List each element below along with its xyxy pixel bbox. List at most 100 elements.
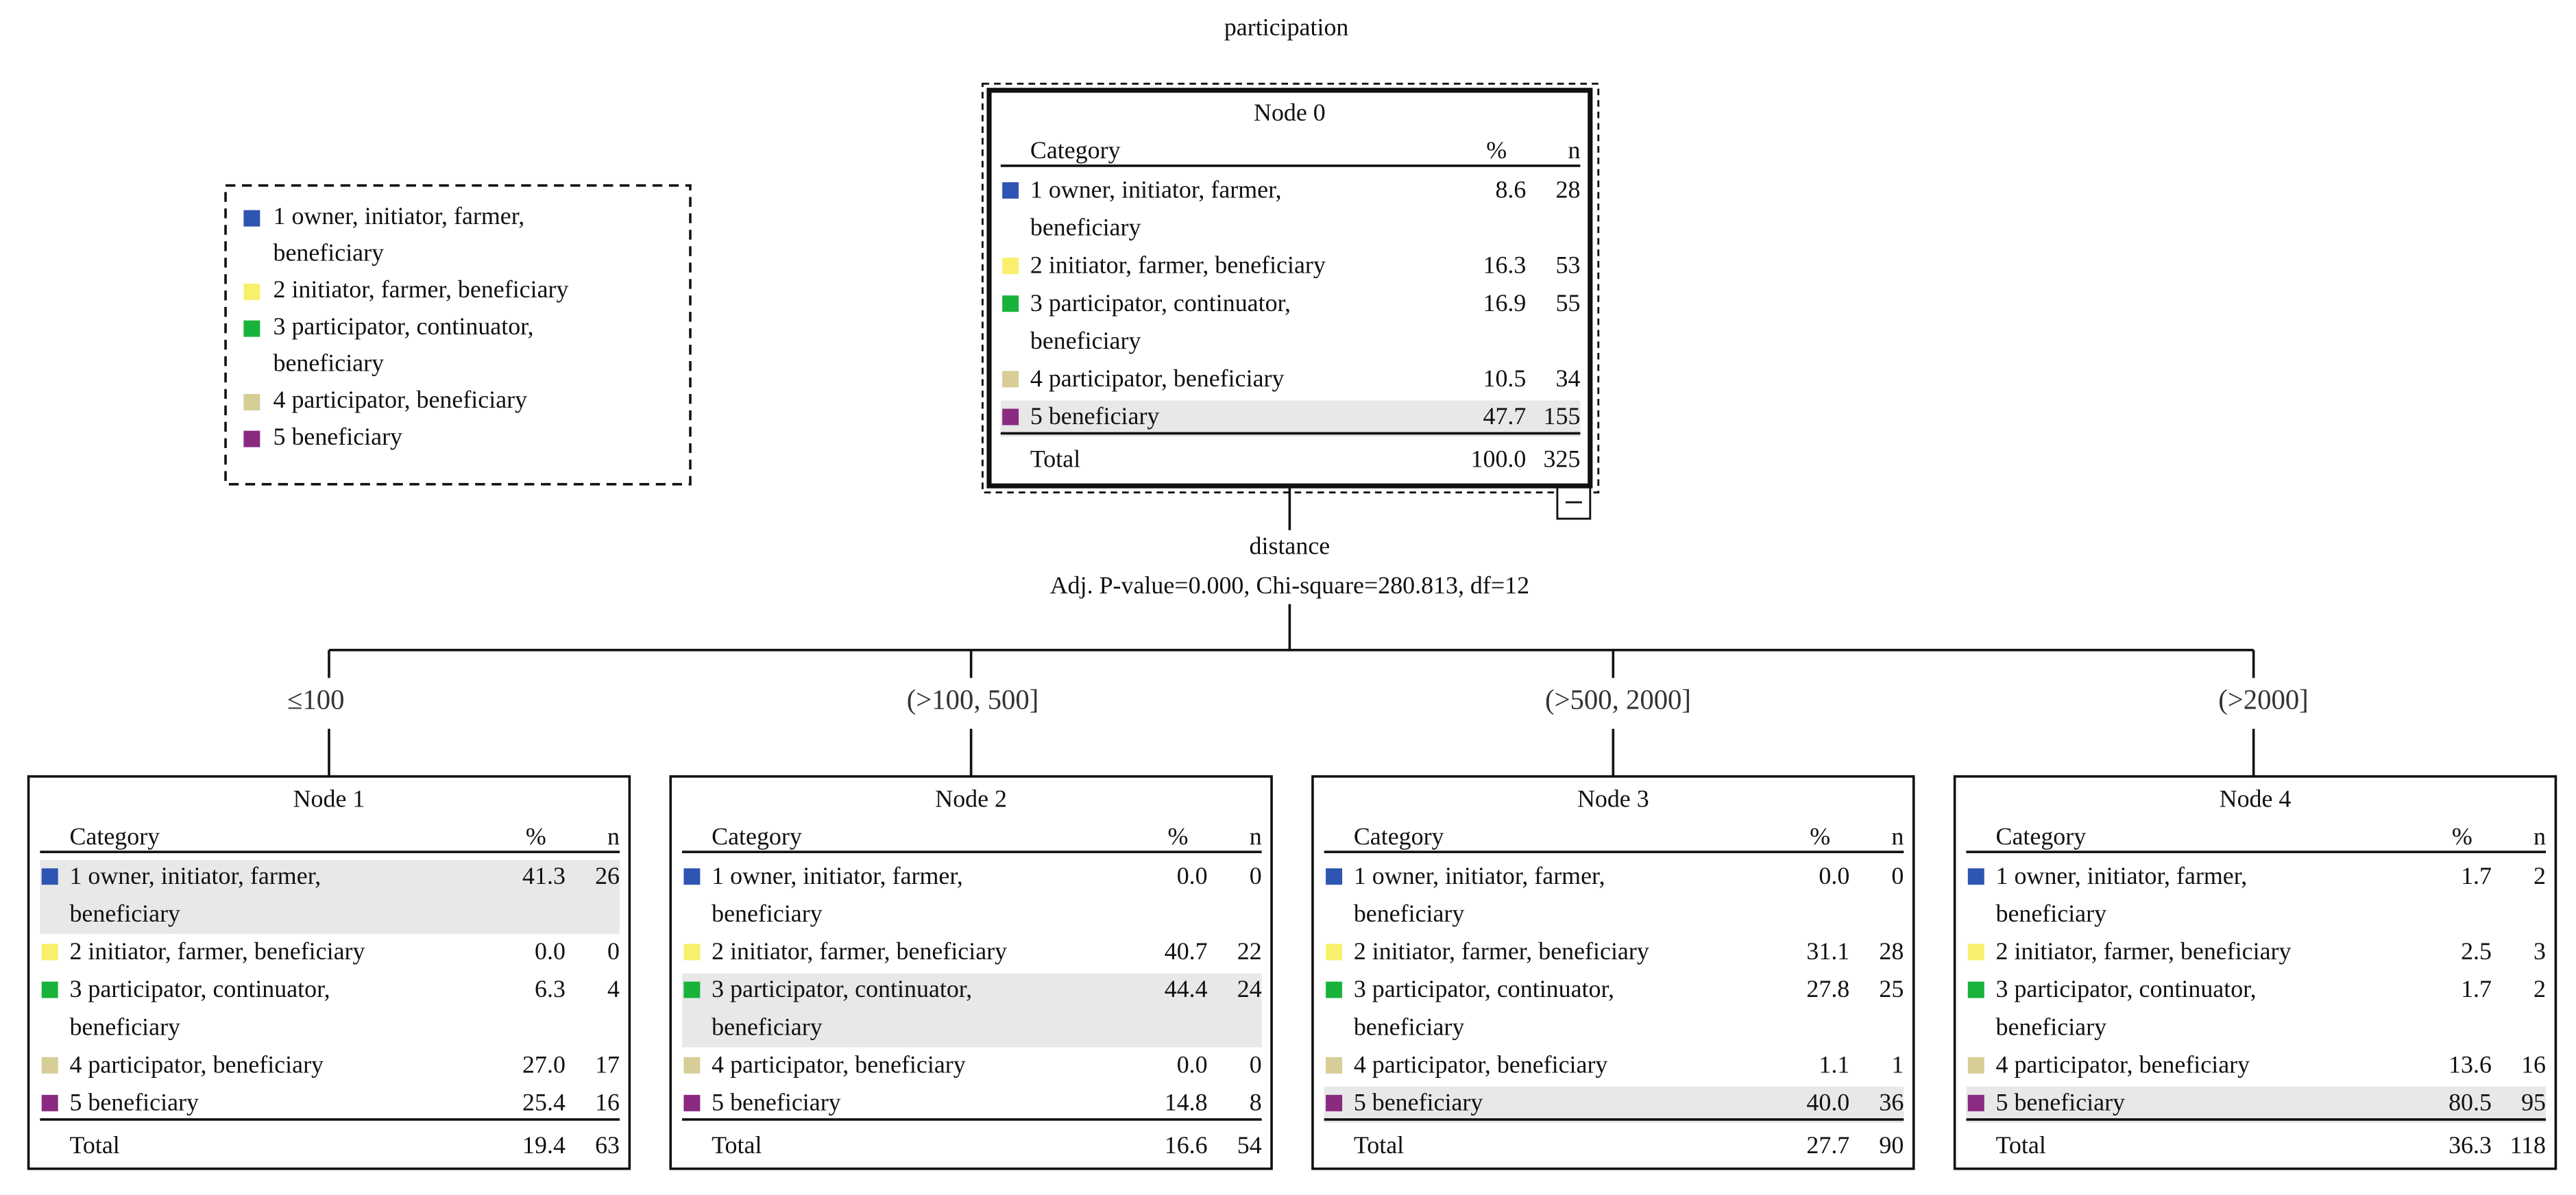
category-swatch	[683, 944, 701, 961]
node-title: Node 3	[1577, 785, 1649, 812]
row-highlight	[40, 860, 620, 935]
percent: 1.7	[2461, 975, 2492, 1002]
category-label: 1 owner, initiator, farmer,	[712, 862, 963, 889]
percent: 14.8	[1165, 1088, 1208, 1116]
column-header: n	[1250, 822, 1262, 850]
percent: 16.9	[1483, 289, 1526, 317]
count: 155	[1544, 402, 1581, 430]
column-header: Category	[69, 822, 160, 850]
category-label: 1 owner, initiator, farmer,	[69, 862, 321, 889]
percent: 40.7	[1165, 937, 1208, 965]
percent: 80.5	[2449, 1088, 2492, 1116]
node-box	[669, 775, 1273, 1170]
legend-label: 5 beneficiary	[274, 423, 403, 450]
column-header: n	[1891, 822, 1904, 850]
category-label: 3 participator, continuator,	[1996, 975, 2257, 1002]
category-label: 3 participator, continuator,	[1030, 289, 1291, 317]
percent: 0.0	[535, 937, 566, 965]
total-label: Total	[69, 1131, 119, 1159]
column-header: Category	[1030, 136, 1121, 164]
percent: 47.7	[1483, 402, 1526, 430]
category-swatch	[41, 1057, 58, 1074]
count: 55	[1555, 289, 1580, 317]
count: 0	[1250, 862, 1262, 889]
total-percent: 19.4	[522, 1131, 566, 1159]
legend-label: beneficiary	[274, 349, 385, 377]
category-label: 3 participator, continuator,	[712, 975, 972, 1002]
total-percent: 36.3	[2449, 1131, 2492, 1159]
category-label: 5 beneficiary	[1030, 402, 1160, 430]
diagram-title: participation	[1224, 13, 1349, 40]
category-label: 1 owner, initiator, farmer,	[1030, 176, 1282, 204]
category-swatch	[1326, 868, 1343, 885]
count: 0	[607, 937, 620, 965]
count: 4	[607, 975, 620, 1002]
row-highlight	[1000, 400, 1581, 437]
percent: 10.5	[1483, 365, 1526, 392]
node-title: Node 4	[2220, 785, 2292, 812]
total-count: 90	[1879, 1131, 1904, 1159]
category-swatch	[1967, 1094, 1984, 1111]
legend-swatch	[243, 393, 260, 410]
split-variable: distance	[1250, 532, 1330, 559]
count: 36	[1879, 1088, 1904, 1116]
category-label: 2 initiator, farmer, beneficiary	[1996, 937, 2292, 965]
category-label: 5 beneficiary	[1354, 1088, 1483, 1116]
legend-label: 4 participator, beneficiary	[274, 386, 528, 413]
row-highlight	[1966, 1086, 2547, 1123]
category-swatch	[41, 1094, 58, 1111]
node-title: Node 1	[293, 785, 365, 812]
category-label: beneficiary	[1996, 900, 2107, 927]
percent: 31.1	[1806, 937, 1849, 965]
legend-swatch	[243, 320, 260, 337]
total-label: Total	[1354, 1131, 1404, 1159]
category-label: beneficiary	[712, 900, 823, 927]
category-swatch	[1002, 371, 1019, 388]
total-label: Total	[1996, 1131, 2046, 1159]
percent: 40.0	[1806, 1088, 1849, 1116]
percent: 6.3	[535, 975, 566, 1002]
category-label: 2 initiator, farmer, beneficiary	[712, 937, 1007, 965]
row-highlight	[1324, 1086, 1904, 1123]
category-label: 4 participator, beneficiary	[1030, 365, 1285, 392]
count: 2	[2534, 862, 2546, 889]
column-header: n	[1568, 136, 1580, 164]
column-header: %	[1810, 822, 1830, 850]
percent: 16.3	[1483, 251, 1526, 279]
category-label: 4 participator, beneficiary	[712, 1050, 966, 1078]
percent: 0.0	[1177, 862, 1208, 889]
percent: 8.6	[1495, 176, 1526, 204]
branch-label: ≤100	[287, 685, 344, 715]
category-swatch	[1326, 944, 1343, 961]
column-header: %	[526, 822, 546, 850]
row-highlight	[682, 973, 1262, 1048]
split-statistics: Adj. P-value=0.000, Chi-square=280.813, …	[1050, 571, 1529, 599]
count: 3	[2534, 937, 2546, 965]
count: 34	[1555, 365, 1580, 392]
category-label: 2 initiator, farmer, beneficiary	[1354, 937, 1649, 965]
category-label: 2 initiator, farmer, beneficiary	[1030, 251, 1326, 279]
legend-label: 2 initiator, farmer, beneficiary	[274, 275, 569, 303]
count: 28	[1555, 176, 1580, 204]
category-swatch	[41, 944, 58, 961]
category-label: beneficiary	[712, 1013, 823, 1040]
count: 28	[1879, 937, 1904, 965]
category-label: 5 beneficiary	[69, 1088, 199, 1116]
branch-label: (>500, 2000]	[1545, 685, 1691, 715]
legend-label: 1 owner, initiator, farmer,	[274, 202, 525, 230]
category-label: 2 initiator, farmer, beneficiary	[69, 937, 365, 965]
category-label: 3 participator, continuator,	[1354, 975, 1614, 1002]
category-label: beneficiary	[1354, 1013, 1465, 1040]
category-label: 1 owner, initiator, farmer,	[1996, 862, 2248, 889]
count: 22	[1237, 937, 1262, 965]
count: 17	[595, 1050, 620, 1078]
percent: 44.4	[1165, 975, 1208, 1002]
node-title: Node 2	[935, 785, 1007, 812]
category-label: beneficiary	[1030, 214, 1141, 241]
legend-label: 3 participator, continuator,	[274, 312, 534, 340]
percent: 0.0	[1819, 862, 1849, 889]
count: 0	[1891, 862, 1904, 889]
category-label: 3 participator, continuator,	[69, 975, 330, 1002]
percent: 41.3	[522, 862, 566, 889]
